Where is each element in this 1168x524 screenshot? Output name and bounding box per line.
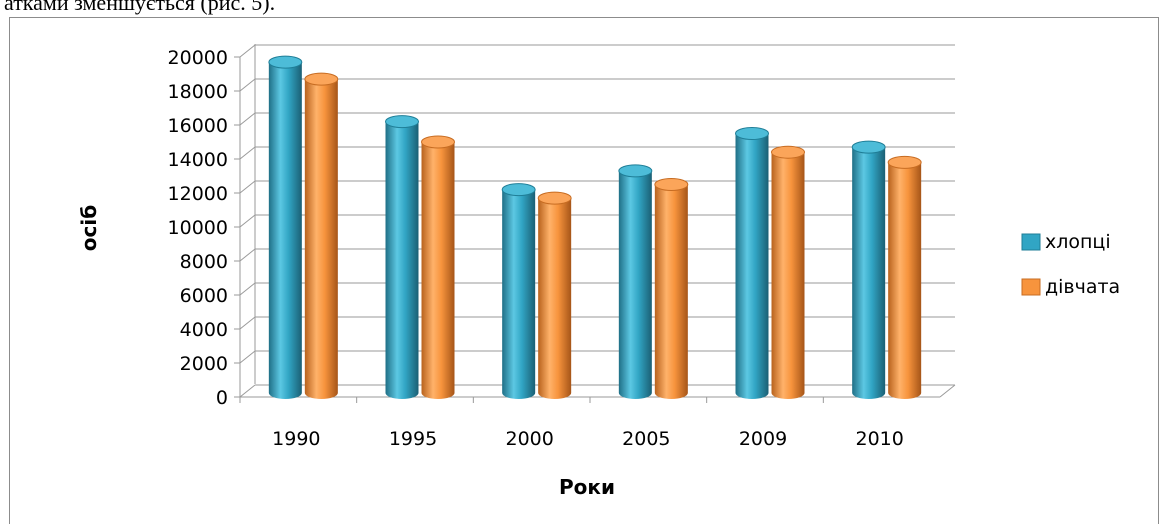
y-axis-title: осіб <box>77 205 101 251</box>
gridline-diagonal <box>239 146 256 160</box>
y-tick-label: 2000 <box>180 353 228 375</box>
bar-top-cap <box>654 178 689 191</box>
x-tick-label: 2005 <box>622 428 670 450</box>
bar <box>735 127 769 399</box>
bar <box>771 145 805 399</box>
y-tick-label: 16000 <box>168 115 228 137</box>
labels-layer: 0 2000 4000 6000 8000 10000 12000 14000 16000 180… <box>77 47 904 499</box>
bar-body <box>771 152 805 399</box>
gridline-diagonal <box>239 44 256 58</box>
bar-body <box>268 62 302 399</box>
bar-top-cap <box>421 135 455 149</box>
bar-top-cap <box>268 55 303 69</box>
page-caption: атками зменшується (рис. 5). <box>4 0 276 15</box>
gridline-diagonal <box>239 282 256 296</box>
bar-top-cap <box>304 72 339 86</box>
bar-top-cap <box>851 140 886 154</box>
bar <box>537 191 572 399</box>
legend-swatch <box>1021 278 1041 296</box>
y-tick-label: 8000 <box>180 251 228 273</box>
grid-layer <box>234 44 956 403</box>
bar-body <box>502 189 536 399</box>
gridline-diagonal <box>239 316 256 330</box>
x-tick-label: 1990 <box>272 428 320 450</box>
bar-body <box>304 79 338 399</box>
bar-body <box>385 121 419 399</box>
bar-body <box>421 142 455 399</box>
bar-body <box>888 162 922 399</box>
bar-body <box>618 170 652 399</box>
y-tick-label: 6000 <box>180 285 228 307</box>
y-tick-label: 20000 <box>168 47 228 69</box>
chart-frame <box>9 17 1159 524</box>
bar-top-cap <box>501 183 536 197</box>
y-tick-label: 4000 <box>180 319 228 341</box>
x-tick-label: 1995 <box>389 428 437 450</box>
gridline-diagonal <box>239 112 256 126</box>
bar <box>851 140 886 399</box>
bar-top-cap <box>771 145 805 159</box>
x-tick-label: 2000 <box>505 428 553 450</box>
y-tick-label: 12000 <box>168 183 228 205</box>
bar <box>385 115 419 399</box>
y-tick-label: 0 <box>216 387 228 409</box>
bars-layer <box>268 55 922 399</box>
bar-top-cap <box>385 115 419 129</box>
bar-top-cap <box>618 164 653 178</box>
bar-body <box>654 184 688 399</box>
bar-body <box>735 133 769 399</box>
gridline-diagonal <box>239 350 256 364</box>
x-tick-label: 2009 <box>739 428 787 450</box>
legend-swatch <box>1021 233 1041 251</box>
gridline-diagonal <box>239 248 256 262</box>
legend-label: дівчата <box>1045 276 1120 298</box>
floor-right-edge <box>939 384 956 398</box>
bar <box>421 135 455 399</box>
y-tick-label: 18000 <box>168 81 228 103</box>
x-tick-label: 2010 <box>855 428 903 450</box>
y-tick-label: 10000 <box>168 217 228 239</box>
y-tick-label: 14000 <box>168 149 228 171</box>
bar <box>618 164 653 399</box>
legend-item: дівчата <box>1021 276 1120 298</box>
gridline-diagonal <box>239 384 256 398</box>
bar-top-cap <box>735 127 769 140</box>
bar <box>887 155 922 399</box>
legend-label: хлопці <box>1045 231 1111 253</box>
x-axis-title: Роки <box>559 475 615 499</box>
legend: хлопці дівчата <box>1021 231 1120 298</box>
bar-body <box>852 147 886 399</box>
legend-item: хлопці <box>1021 231 1111 253</box>
gridline-diagonal <box>239 78 256 92</box>
gridline-diagonal <box>239 214 256 228</box>
bar-body <box>538 198 572 399</box>
bar-top-cap <box>537 191 572 205</box>
bar <box>268 55 303 399</box>
gridline-diagonal <box>239 180 256 194</box>
bar <box>654 178 689 399</box>
bar <box>501 183 536 399</box>
bar <box>304 72 339 399</box>
bar-top-cap <box>887 155 922 169</box>
